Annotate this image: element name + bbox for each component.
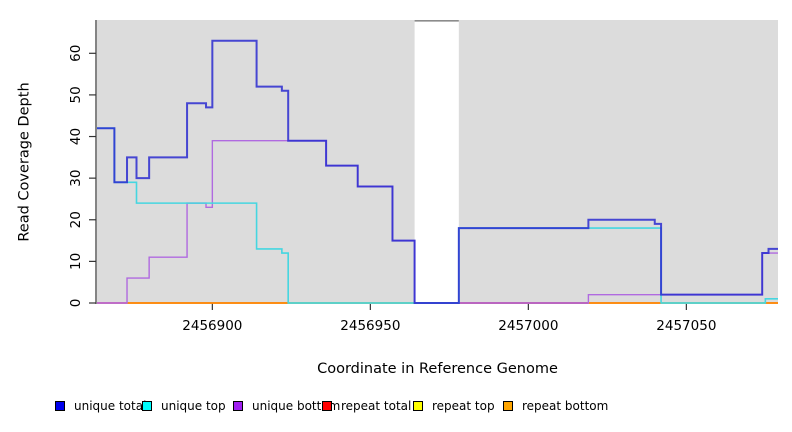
legend-label: repeat top bbox=[432, 399, 495, 413]
legend-item-repeat-top: repeat top bbox=[413, 399, 495, 413]
y-tick-label: 20 bbox=[68, 211, 84, 228]
y-tick-label: 30 bbox=[68, 170, 84, 187]
legend-swatch-unique-top bbox=[142, 401, 152, 411]
legend-label: unique bottom bbox=[252, 399, 341, 413]
y-tick-label: 60 bbox=[68, 45, 84, 62]
legend-label: repeat bottom bbox=[522, 399, 609, 413]
x-axis-title: Coordinate in Reference Genome bbox=[317, 361, 558, 377]
legend-swatch-repeat-bottom bbox=[503, 401, 513, 411]
legend-item-unique-total: unique total bbox=[55, 399, 146, 413]
y-tick-label: 10 bbox=[68, 253, 84, 270]
y-axis-title: Read Coverage Depth bbox=[16, 82, 33, 242]
legend: unique total unique top unique bottom repea… bbox=[0, 399, 792, 415]
y-tick-label: 50 bbox=[68, 86, 84, 103]
legend-label: repeat total bbox=[341, 399, 412, 413]
legend-swatch-unique-bottom bbox=[233, 401, 243, 411]
y-tick-label: 40 bbox=[68, 128, 84, 145]
legend-item-unique-top: unique top bbox=[142, 399, 226, 413]
legend-swatch-repeat-top bbox=[413, 401, 423, 411]
legend-label: unique total bbox=[74, 399, 147, 413]
legend-label: unique top bbox=[161, 399, 226, 413]
masked-region bbox=[414, 20, 459, 304]
x-tick-label: 2457000 bbox=[498, 318, 558, 334]
legend-item-repeat-total: repeat total bbox=[322, 399, 411, 413]
y-tick-label: 0 bbox=[68, 299, 84, 308]
legend-swatch-unique-total bbox=[55, 401, 65, 411]
legend-item-repeat-bottom: repeat bottom bbox=[503, 399, 608, 413]
legend-item-unique-bottom: unique bottom bbox=[233, 399, 340, 413]
x-tick-label: 2457050 bbox=[656, 318, 716, 334]
series-unique-top bbox=[97, 127, 778, 304]
x-tick-label: 2456900 bbox=[182, 318, 242, 334]
series-unique-total bbox=[97, 39, 778, 304]
legend-swatch-repeat-total bbox=[322, 401, 332, 411]
x-tick-label: 2456950 bbox=[340, 318, 400, 334]
